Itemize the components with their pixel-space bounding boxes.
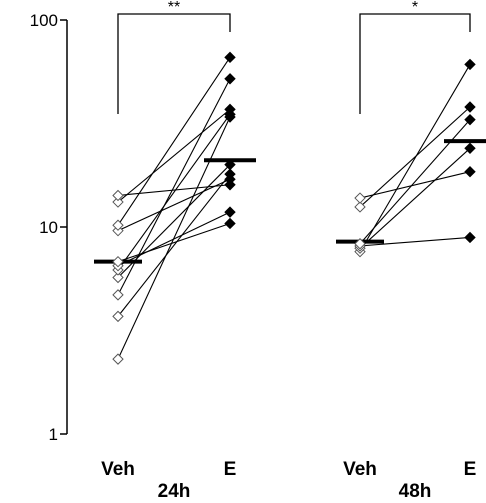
y-tick-label: 100 (30, 11, 58, 30)
data-point-e (224, 158, 236, 171)
data-point-veh (112, 219, 124, 231)
pair-line (359, 106, 471, 208)
data-point-veh (354, 192, 366, 204)
data-point-veh (112, 353, 124, 365)
data-point-veh (112, 189, 124, 202)
data-points (112, 51, 476, 365)
pair-line (117, 116, 231, 360)
data-point-e (464, 113, 476, 126)
data-point-e (464, 101, 476, 113)
x-labels: Veh E 24h Veh E 48h (101, 459, 476, 502)
pair-line (117, 222, 231, 263)
condition-label: Veh (343, 459, 377, 480)
pair-line (117, 173, 231, 317)
data-point-veh (354, 201, 366, 213)
data-point-veh (354, 238, 366, 250)
significance-bracket (117, 13, 231, 114)
data-point-e (464, 231, 476, 244)
pair-line (117, 211, 231, 267)
data-point-veh (112, 271, 124, 284)
pair-line (359, 119, 471, 245)
data-point-veh (112, 310, 124, 323)
data-point-e (224, 51, 236, 64)
data-point-veh (112, 255, 124, 268)
group-label: 48h (399, 481, 432, 502)
pair-line (117, 164, 231, 278)
y-ticks: 1 10 100 (30, 11, 67, 444)
pair-lines (117, 57, 471, 360)
data-point-e (224, 179, 236, 191)
data-point-e (224, 103, 236, 116)
data-point-e (464, 58, 476, 71)
pair-line (117, 184, 231, 197)
pair-line (117, 108, 231, 203)
pair-line (359, 147, 471, 249)
condition-label: E (464, 459, 477, 480)
y-tick-label: 10 (39, 218, 58, 237)
condition-label: Veh (101, 459, 135, 480)
condition-label: E (224, 459, 237, 480)
pair-line (117, 57, 231, 226)
data-point-e (224, 217, 236, 230)
pair-line (117, 114, 231, 271)
data-point-veh (112, 196, 124, 208)
significance-label: * (412, 0, 418, 16)
data-point-e (224, 73, 236, 85)
significance-brackets: ** * (117, 0, 471, 114)
y-tick-label: 1 (49, 425, 58, 444)
median-bars (94, 139, 486, 264)
data-point-veh (112, 289, 124, 301)
data-point-e (464, 165, 476, 178)
pair-line (359, 64, 471, 252)
pair-line (117, 178, 231, 232)
data-point-e (224, 206, 236, 218)
pair-line (359, 236, 471, 247)
significance-bracket (359, 13, 471, 114)
data-point-e (464, 142, 476, 155)
significance-label: ** (168, 0, 180, 16)
group-label: 24h (158, 481, 191, 502)
pair-line (359, 171, 471, 199)
